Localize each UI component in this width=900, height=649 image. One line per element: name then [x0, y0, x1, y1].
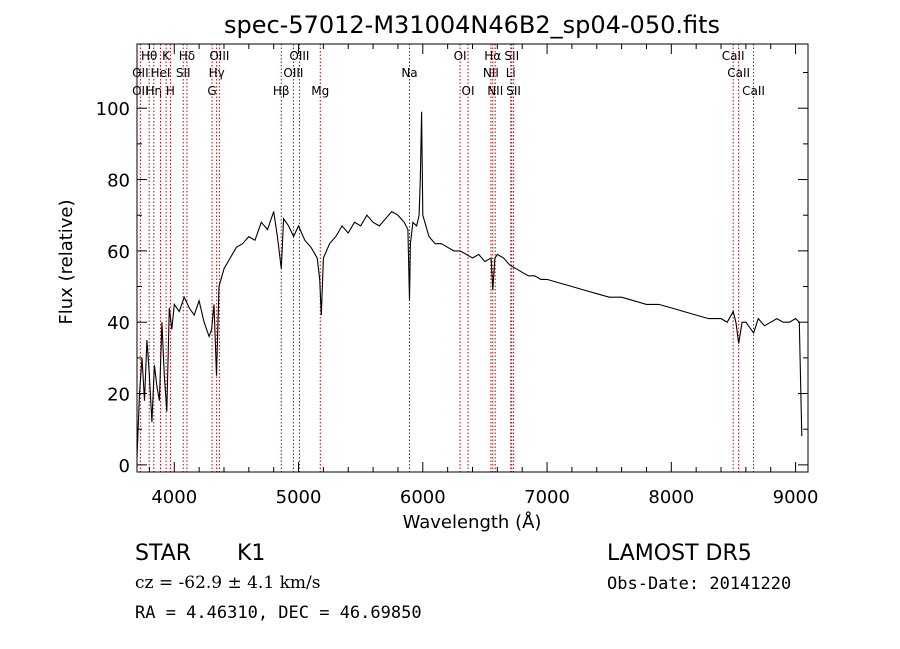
line-label: CaII — [727, 66, 750, 80]
line-label: Hγ — [209, 66, 225, 80]
line-label: OI — [462, 84, 475, 98]
y-tick-label: 60 — [107, 242, 130, 263]
line-label: Na — [401, 66, 417, 80]
x-tick-label: 5000 — [276, 487, 322, 508]
line-label: SII — [504, 49, 519, 63]
y-tick-label: 80 — [107, 171, 130, 192]
line-label: Hδ — [179, 49, 195, 63]
y-tick-label: 100 — [96, 99, 130, 120]
object-class: STAR — [135, 541, 192, 566]
coordinates: RA = 4.46310, DEC = 46.69850 — [135, 603, 422, 623]
line-label: OIII — [209, 49, 229, 63]
x-tick-label: 6000 — [400, 487, 446, 508]
redshift-velocity: cz = -62.9 ± 4.1 km/s — [135, 573, 321, 593]
observation-date: Obs-Date: 20141220 — [607, 574, 792, 594]
y-tick-label: 0 — [119, 456, 130, 477]
line-label: CaII — [722, 49, 745, 63]
line-label: OII — [132, 84, 149, 98]
x-tick-label: 9000 — [773, 487, 819, 508]
survey-name: LAMOST DR5 — [607, 541, 752, 566]
y-tick-label: 40 — [107, 313, 130, 334]
line-label: Mg — [311, 84, 329, 98]
line-label: OI — [454, 49, 467, 63]
line-label: CaII — [742, 84, 765, 98]
line-label: Hα — [484, 49, 501, 63]
spectrum-series-line — [136, 111, 803, 458]
line-label: Hθ — [141, 49, 157, 63]
y-axis-ticks: 0 20 40 60 80 100 — [96, 72, 808, 477]
line-label: Hη — [145, 84, 162, 98]
x-axis-ticks: 4000 5000 6000 7000 8000 9000 — [148, 44, 819, 508]
object-subclass: K1 — [237, 541, 266, 566]
chart-title: spec-57012-M31004N46B2_sp04-050.fits — [224, 11, 720, 39]
line-label: Hβ — [273, 84, 290, 98]
x-tick-label: 7000 — [524, 487, 570, 508]
x-tick-label: 4000 — [151, 487, 197, 508]
line-label: OIII — [283, 66, 303, 80]
line-label: NII — [483, 66, 499, 80]
x-tick-label: 8000 — [648, 487, 694, 508]
line-label: K — [162, 49, 171, 63]
line-label: HeI — [151, 66, 171, 80]
line-label: SII — [506, 84, 521, 98]
line-label: H — [166, 84, 175, 98]
line-label: SII — [176, 66, 191, 80]
y-axis-label: Flux (relative) — [56, 199, 77, 324]
line-label: G — [207, 84, 216, 98]
line-markers: OIIHθOIIHηHeIKHSIIHδGHγOIIIHβOIIIOIIIMgN… — [132, 44, 765, 472]
x-axis-label: Wavelength (Å) — [403, 511, 542, 533]
line-label: Li — [506, 66, 516, 80]
line-label: NII — [487, 84, 503, 98]
y-tick-label: 20 — [107, 385, 130, 406]
line-label: OIII — [289, 49, 309, 63]
